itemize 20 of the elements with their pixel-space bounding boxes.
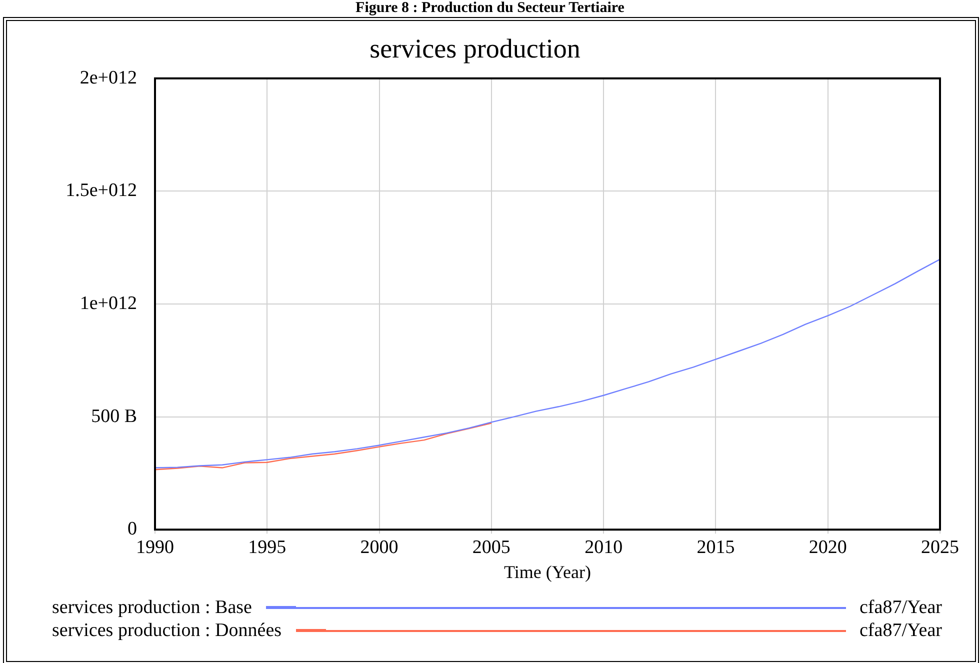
text: cfa87/Year: [860, 620, 942, 642]
x-tick-label: 2010: [584, 536, 623, 558]
legend-label: services production : Base: [52, 596, 252, 618]
x-tick-label: 2020: [808, 536, 847, 558]
x-axis-title: Time (Year): [504, 562, 592, 582]
x-tick-label: 2025: [921, 536, 959, 558]
y-tick-label: 1.5e+012: [66, 180, 137, 202]
legend-label: services production : Données: [52, 620, 282, 642]
caption: Figure 8 : Production du Secteur Tertiaire: [354, 0, 626, 16]
x-tick-label: 2015: [696, 536, 735, 558]
y-tick-label: 0: [128, 518, 137, 540]
y-tick-label: 2e+012: [80, 67, 137, 88]
x-tick-label: 2000: [360, 536, 398, 558]
text: cfa87/Year: [860, 596, 942, 618]
x-tick-label: 1995: [248, 536, 286, 558]
y-tick-label: 1e+012: [80, 292, 137, 314]
chart-title: services production: [370, 33, 581, 64]
x-tick-label: 1990: [136, 536, 174, 558]
y-tick-label: 500 B: [91, 406, 137, 427]
x-tick-label: 2005: [472, 536, 510, 558]
